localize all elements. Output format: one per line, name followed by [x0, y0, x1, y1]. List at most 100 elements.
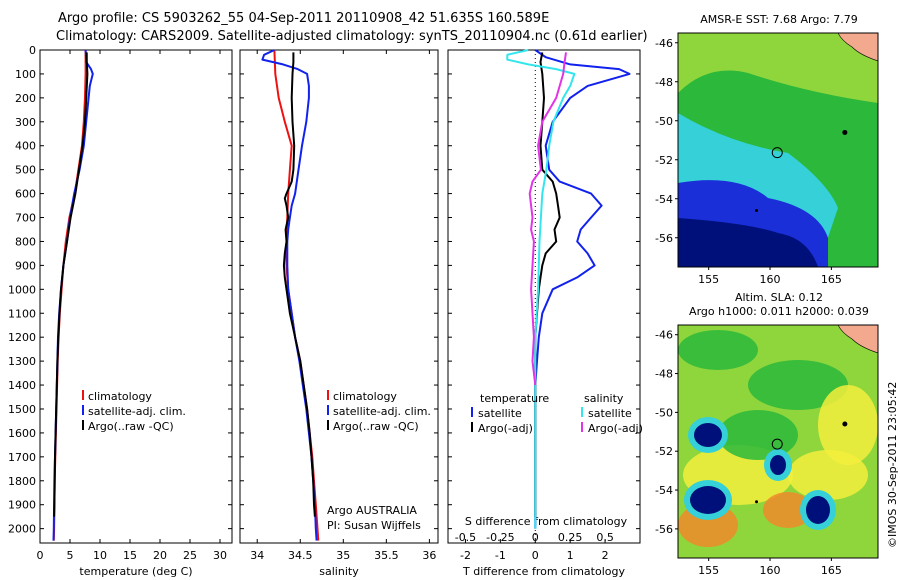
legend-label: climatology — [333, 390, 397, 403]
x-tick-label: 15 — [123, 549, 137, 562]
x-tick-label: 5 — [67, 549, 74, 562]
x-axis-title: salinity — [319, 565, 359, 578]
sst-map: -46 -48 -50 -52 -54 -56 155 160 165 — [655, 32, 879, 286]
map-field — [678, 33, 878, 267]
sla-low-core — [806, 496, 830, 524]
lat-tick-label: -52 — [655, 445, 673, 458]
x-tick-label: 35 — [336, 549, 350, 562]
lat-tick-label: -54 — [655, 484, 673, 497]
y-tick-label: 1200 — [8, 331, 36, 344]
land-mass — [837, 33, 878, 62]
map-frame — [677, 32, 879, 268]
salinity-diff-tick-label: -0.25 — [486, 531, 514, 544]
profile-panel-3: -2 -1 0 1 2 -0.5 -0.25 0 0.25 0.5 S difference fro… — [447, 49, 643, 578]
x-tick-label: 35.5 — [374, 549, 399, 562]
sla-anomaly-blob — [748, 360, 848, 410]
x-tick-label: 10 — [93, 549, 107, 562]
y-tick-label: 800 — [15, 235, 36, 248]
x-tick-label: 0 — [37, 549, 44, 562]
legend-label: Argo(-adj) — [588, 422, 643, 435]
island-marker — [842, 129, 848, 135]
sla-anomaly-blob — [818, 385, 878, 465]
series-line-argo-raw-qc — [53, 52, 89, 517]
sla-low-core — [690, 486, 726, 514]
legend-label: satellite-adj. clim. — [88, 405, 186, 418]
sla-map-title-line2: Argo h1000: 0.011 h2000: 0.039 — [689, 305, 869, 318]
profile-panel-1: 0100200300400500600700800900100011001200… — [8, 44, 233, 578]
x-tick-label: 0 — [532, 549, 539, 562]
y-tick-label: 1900 — [8, 499, 36, 512]
lon-tick-label: 155 — [698, 273, 719, 286]
lat-tick-label: -56 — [655, 523, 673, 536]
lon-tick-label: 160 — [760, 564, 781, 577]
lon-tick-label: 155 — [698, 564, 719, 577]
legend-label: satellite — [478, 407, 522, 420]
y-tick-label: 300 — [15, 116, 36, 129]
figure-title-line1: Argo profile: CS 5903262_55 04-Sep-2011 … — [58, 11, 550, 26]
y-tick-label: 1000 — [8, 283, 36, 296]
x-axis-title: T difference from climatology — [462, 565, 625, 578]
salinity-diff-tick-label: -0.5 — [455, 531, 476, 544]
lat-tick-label: -50 — [655, 406, 673, 419]
float-position-marker — [771, 438, 783, 450]
y-tick-label: 600 — [15, 188, 36, 201]
x-tick-label: 20 — [153, 549, 167, 562]
warm-water-region — [678, 33, 878, 103]
salinity-diff-tick-label: 0 — [532, 531, 539, 544]
x-tick-label: 34.5 — [288, 549, 313, 562]
legend-label: satellite-adj. clim. — [333, 405, 431, 418]
plot-frame — [447, 49, 641, 544]
x-tick-label: 36 — [422, 549, 436, 562]
sla-anomaly-blob — [763, 492, 813, 528]
x-tick-label: 2 — [602, 549, 609, 562]
salinity-diff-tick-label: 0.5 — [596, 531, 614, 544]
map-frame — [677, 324, 879, 559]
y-tick-label: 1600 — [8, 427, 36, 440]
sla-low-core — [694, 423, 722, 447]
legend-heading: temperature — [480, 392, 549, 405]
figure-title-line2: Climatology: CARS2009. Satellite-adjuste… — [56, 29, 648, 44]
plot-frame — [239, 49, 439, 544]
x-tick-label: 30 — [213, 549, 227, 562]
y-tick-label: 1400 — [8, 379, 36, 392]
plot-frame — [39, 49, 233, 544]
lon-tick-label: 160 — [760, 273, 781, 286]
x-axis-title: temperature (deg C) — [79, 565, 192, 578]
sst-map-title: AMSR-E SST: 7.68 Argo: 7.79 — [700, 13, 858, 26]
legend-label: satellite — [588, 407, 632, 420]
legend-label: Argo(..raw -QC) — [333, 420, 419, 433]
y-tick-label: 1800 — [8, 475, 36, 488]
island-marker — [755, 500, 759, 504]
sla-low-core — [770, 455, 786, 475]
island-marker — [755, 208, 759, 212]
y-tick-label: 2000 — [8, 523, 36, 536]
salinity-diff-tick-label: 0.25 — [558, 531, 583, 544]
deep-cold-region — [678, 218, 818, 267]
lat-tick-label: -50 — [655, 115, 673, 128]
lat-tick-label: -46 — [655, 37, 673, 50]
institution-annotation: Argo AUSTRALIA — [327, 504, 417, 517]
x-tick-label: 25 — [183, 549, 197, 562]
lat-tick-label: -52 — [655, 154, 673, 167]
lat-tick-label: -46 — [655, 329, 673, 342]
lat-tick-label: -54 — [655, 193, 673, 206]
sla-anomaly-blob — [718, 410, 798, 460]
y-tick-label: 400 — [15, 140, 36, 153]
land-mass — [837, 325, 878, 354]
y-tick-label: 500 — [15, 164, 36, 177]
institution-annotation: PI: Susan Wijffels — [327, 519, 421, 532]
legend-label: Argo(..raw -QC) — [88, 420, 174, 433]
lat-tick-label: -48 — [655, 368, 673, 381]
lat-tick-label: -48 — [655, 76, 673, 89]
legend-label: climatology — [88, 390, 152, 403]
y-tick-label: 200 — [15, 92, 36, 105]
sla-map-title-line1: Altim. SLA: 0.12 — [734, 291, 824, 304]
map-field — [678, 325, 878, 558]
lon-tick-label: 165 — [821, 564, 842, 577]
y-tick-label: 100 — [15, 68, 36, 81]
y-tick-label: 0 — [29, 44, 36, 57]
sla-anomaly-blob — [678, 330, 758, 370]
y-tick-label: 1700 — [8, 451, 36, 464]
x-tick-label: 1 — [567, 549, 574, 562]
